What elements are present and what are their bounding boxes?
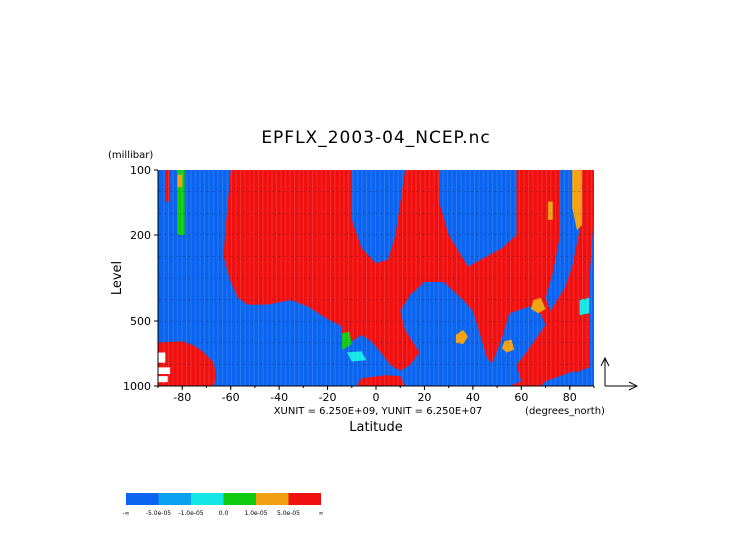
x-tick-label: 40: [466, 391, 480, 404]
colorbar-label: ∞: [319, 510, 324, 517]
y-unit-label: (millibar): [108, 150, 153, 161]
colorbar-swatch: [126, 493, 159, 505]
contour-region-6: [356, 375, 406, 386]
missing-data-patch-1: [158, 367, 171, 375]
colorbar-swatch: [158, 493, 191, 505]
x-tick-label: -40: [270, 391, 288, 404]
y-axis-label: Level: [110, 261, 125, 295]
contour-region-14: [346, 351, 367, 362]
colorbar-swatch: [288, 493, 321, 505]
contour-region-15: [579, 297, 590, 316]
y-tick-label: 1000: [123, 380, 151, 393]
colorbar-swatch: [256, 493, 289, 505]
colorbar-label: 1.0e-05: [244, 510, 267, 517]
missing-data-patch-2: [158, 376, 168, 383]
unit-note: XUNIT = 6.250E+09, YUNIT = 6.250E+07: [274, 406, 483, 417]
x-tick-label: -80: [173, 391, 191, 404]
vector-reference-arrows: [600, 356, 639, 391]
colorbar-swatch: [223, 493, 256, 505]
colorbar-label: 5.0e-05: [277, 510, 300, 517]
contour-region-0: [165, 170, 171, 202]
contour-region-2: [177, 208, 185, 235]
chart-title: EPFLX_2003-04_NCEP.nc: [261, 128, 490, 148]
x-tick-label: 80: [563, 391, 577, 404]
colorbar-label: -5.0e-05: [146, 510, 171, 517]
contour-region-10: [531, 297, 546, 314]
x-unit-label: (degrees_north): [525, 406, 605, 417]
x-tick-label: 20: [417, 391, 431, 404]
contour-region-11: [572, 170, 582, 231]
contour-region-9: [502, 339, 515, 353]
y-tick-label: 500: [130, 315, 151, 328]
x-tick-label: 0: [373, 391, 380, 404]
x-axis-label: Latitude: [349, 420, 403, 435]
contour-region-4: [223, 170, 594, 386]
contour-region-12: [548, 201, 553, 220]
colorbar-label: -1.0e-05: [178, 510, 203, 517]
colorbar-label: 0.0: [219, 510, 229, 517]
missing-data-patch-0: [158, 352, 166, 363]
colorbar-label: -∞: [122, 510, 129, 517]
x-tick-label: 60: [514, 391, 528, 404]
x-tick-label: -60: [222, 391, 240, 404]
contour-region-5: [158, 341, 217, 386]
contour-region-8: [455, 329, 468, 345]
contour-region-3: [177, 174, 183, 188]
y-tick-label: 100: [130, 164, 151, 177]
y-tick-label: 200: [130, 229, 151, 242]
contour-region-13: [342, 331, 352, 350]
x-tick-label: -20: [319, 391, 337, 404]
colorbar-swatch: [191, 493, 224, 505]
